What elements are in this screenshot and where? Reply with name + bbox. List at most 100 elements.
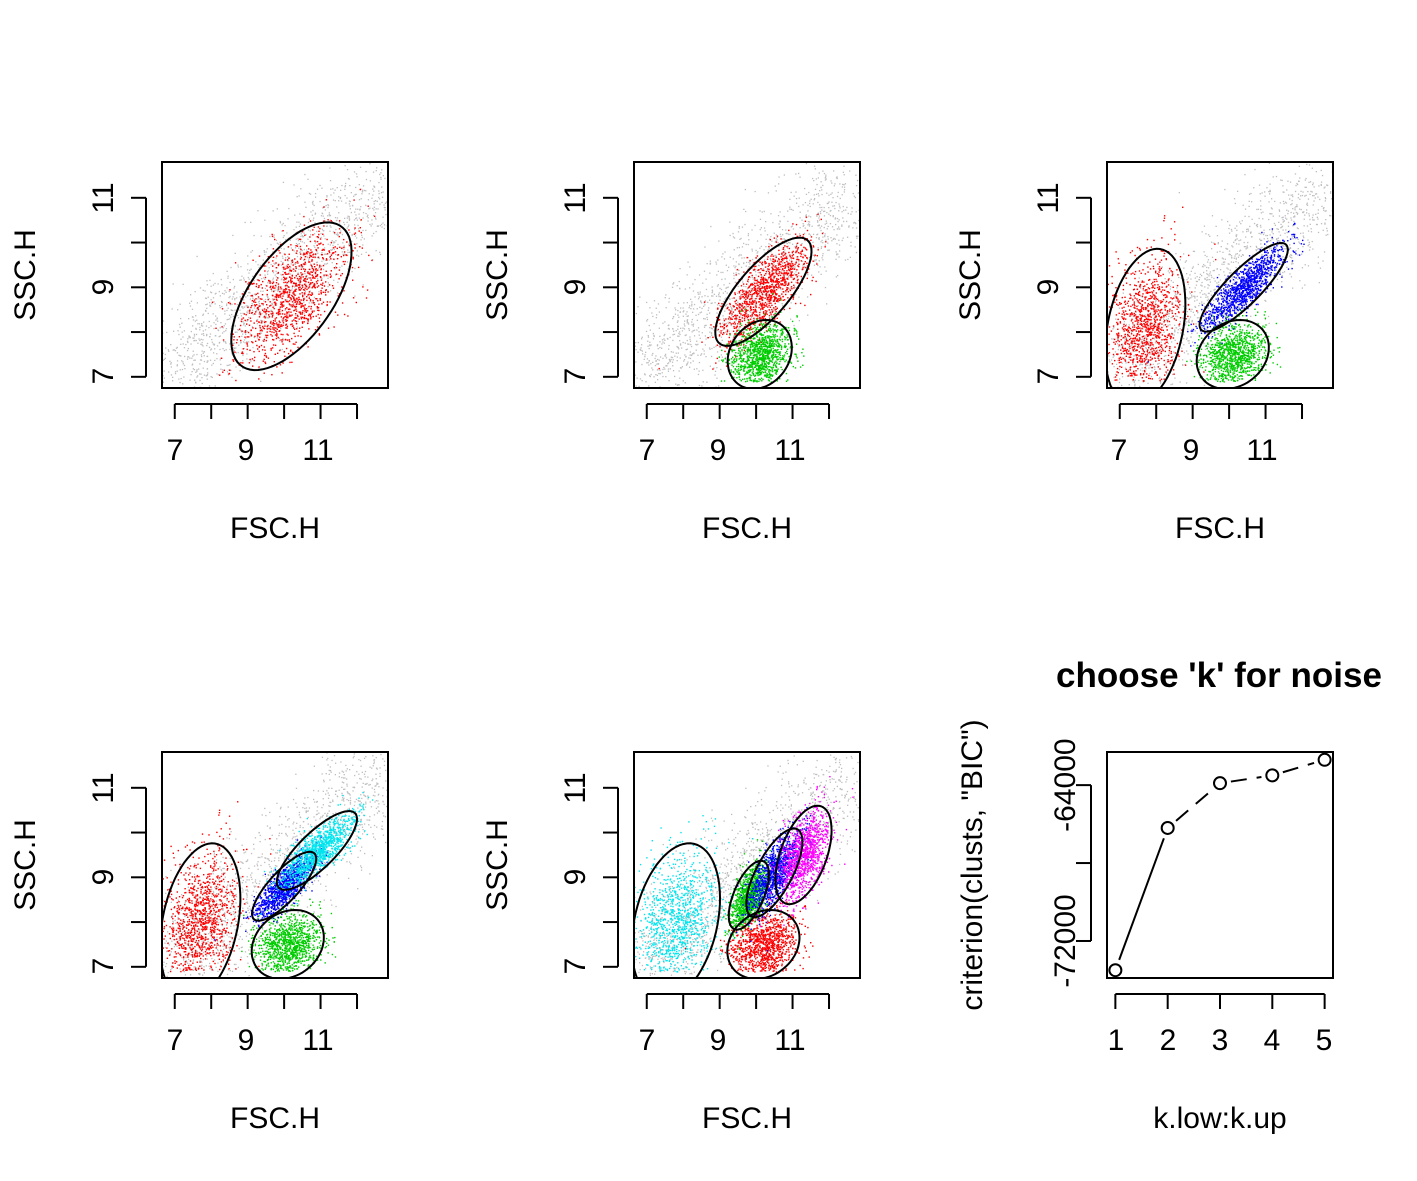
noise-point bbox=[274, 289, 276, 291]
cluster-point bbox=[295, 267, 297, 270]
cluster-point bbox=[749, 378, 752, 380]
noise-point bbox=[699, 291, 701, 293]
noise-point bbox=[223, 349, 226, 352]
cluster-point bbox=[724, 350, 726, 353]
noise-point bbox=[329, 244, 331, 246]
noise-point bbox=[667, 363, 669, 365]
noise-point bbox=[849, 170, 851, 172]
noise-point bbox=[229, 318, 231, 320]
noise-point bbox=[789, 233, 791, 236]
noise-point bbox=[297, 239, 300, 242]
noise-point bbox=[298, 243, 300, 245]
cluster-point bbox=[288, 253, 290, 255]
cluster-point bbox=[767, 376, 769, 378]
noise-point bbox=[798, 172, 800, 175]
cluster-point bbox=[731, 364, 733, 366]
cluster-point bbox=[737, 345, 739, 347]
cluster-point bbox=[713, 326, 715, 328]
noise-point bbox=[375, 250, 377, 252]
noise-point bbox=[693, 303, 696, 306]
cluster-point bbox=[320, 279, 323, 281]
cluster-point bbox=[246, 348, 248, 351]
noise-point bbox=[324, 238, 326, 240]
cluster-point bbox=[757, 289, 759, 292]
noise-point bbox=[226, 303, 228, 305]
cluster-point bbox=[805, 216, 808, 218]
noise-point bbox=[203, 351, 206, 353]
noise-point bbox=[689, 336, 691, 338]
cluster-point bbox=[310, 318, 312, 320]
noise-point bbox=[658, 372, 660, 375]
cluster-point bbox=[257, 308, 259, 310]
cluster-point bbox=[317, 285, 320, 287]
noise-point bbox=[768, 243, 770, 245]
noise-point bbox=[732, 258, 734, 260]
noise-point bbox=[275, 239, 278, 241]
noise-point bbox=[369, 163, 371, 165]
cluster-point bbox=[301, 265, 303, 268]
cluster-point bbox=[747, 309, 749, 312]
cluster-point bbox=[776, 281, 779, 283]
noise-point bbox=[340, 230, 342, 232]
noise-point bbox=[757, 286, 759, 289]
noise-point bbox=[820, 186, 822, 189]
noise-point bbox=[278, 294, 280, 296]
cluster-point bbox=[307, 318, 310, 320]
cluster-point bbox=[359, 246, 361, 248]
cluster-point bbox=[748, 276, 750, 278]
cluster-point bbox=[741, 349, 743, 351]
cluster-point bbox=[764, 310, 767, 312]
noise-point bbox=[242, 360, 244, 362]
noise-point bbox=[272, 277, 274, 279]
noise-point bbox=[226, 270, 228, 272]
noise-point bbox=[661, 372, 663, 374]
noise-point bbox=[233, 358, 235, 361]
cluster-point bbox=[284, 268, 287, 270]
noise-point bbox=[835, 258, 837, 260]
noise-point bbox=[246, 311, 248, 313]
cluster-point bbox=[291, 285, 294, 287]
cluster-point bbox=[759, 281, 761, 284]
noise-point bbox=[166, 331, 168, 334]
noise-point bbox=[737, 292, 739, 294]
noise-point bbox=[807, 210, 809, 212]
noise-point bbox=[373, 232, 375, 235]
cluster-point bbox=[791, 268, 794, 270]
noise-point bbox=[206, 333, 208, 336]
cluster-point bbox=[757, 360, 759, 362]
cluster-point bbox=[248, 281, 250, 284]
noise-point bbox=[685, 334, 687, 336]
cluster-point bbox=[736, 329, 738, 331]
noise-point bbox=[803, 224, 805, 227]
cluster-point bbox=[755, 257, 757, 259]
noise-point bbox=[313, 204, 315, 207]
noise-point bbox=[236, 314, 239, 317]
cluster-point bbox=[788, 269, 790, 271]
noise-point bbox=[807, 204, 809, 206]
noise-point bbox=[322, 268, 325, 271]
noise-point bbox=[710, 332, 713, 334]
noise-point bbox=[672, 283, 674, 285]
cluster-point bbox=[796, 250, 798, 252]
noise-point bbox=[823, 226, 825, 229]
noise-point bbox=[775, 238, 777, 240]
cluster-point bbox=[747, 333, 749, 335]
noise-point bbox=[673, 333, 676, 335]
noise-point bbox=[211, 341, 213, 343]
noise-point bbox=[285, 283, 288, 285]
noise-point bbox=[344, 185, 347, 187]
cluster-point bbox=[273, 329, 275, 331]
noise-point bbox=[717, 259, 719, 261]
noise-point bbox=[359, 166, 362, 168]
cluster-point bbox=[796, 315, 798, 317]
cluster-point bbox=[735, 299, 737, 302]
noise-point bbox=[665, 357, 668, 359]
noise-point bbox=[772, 284, 774, 287]
cluster-point bbox=[792, 257, 794, 259]
cluster-point bbox=[300, 318, 303, 320]
noise-point bbox=[316, 250, 318, 253]
cluster-point bbox=[284, 291, 286, 293]
cluster-point bbox=[762, 312, 765, 314]
cluster-point bbox=[292, 292, 294, 294]
noise-point bbox=[308, 258, 310, 260]
